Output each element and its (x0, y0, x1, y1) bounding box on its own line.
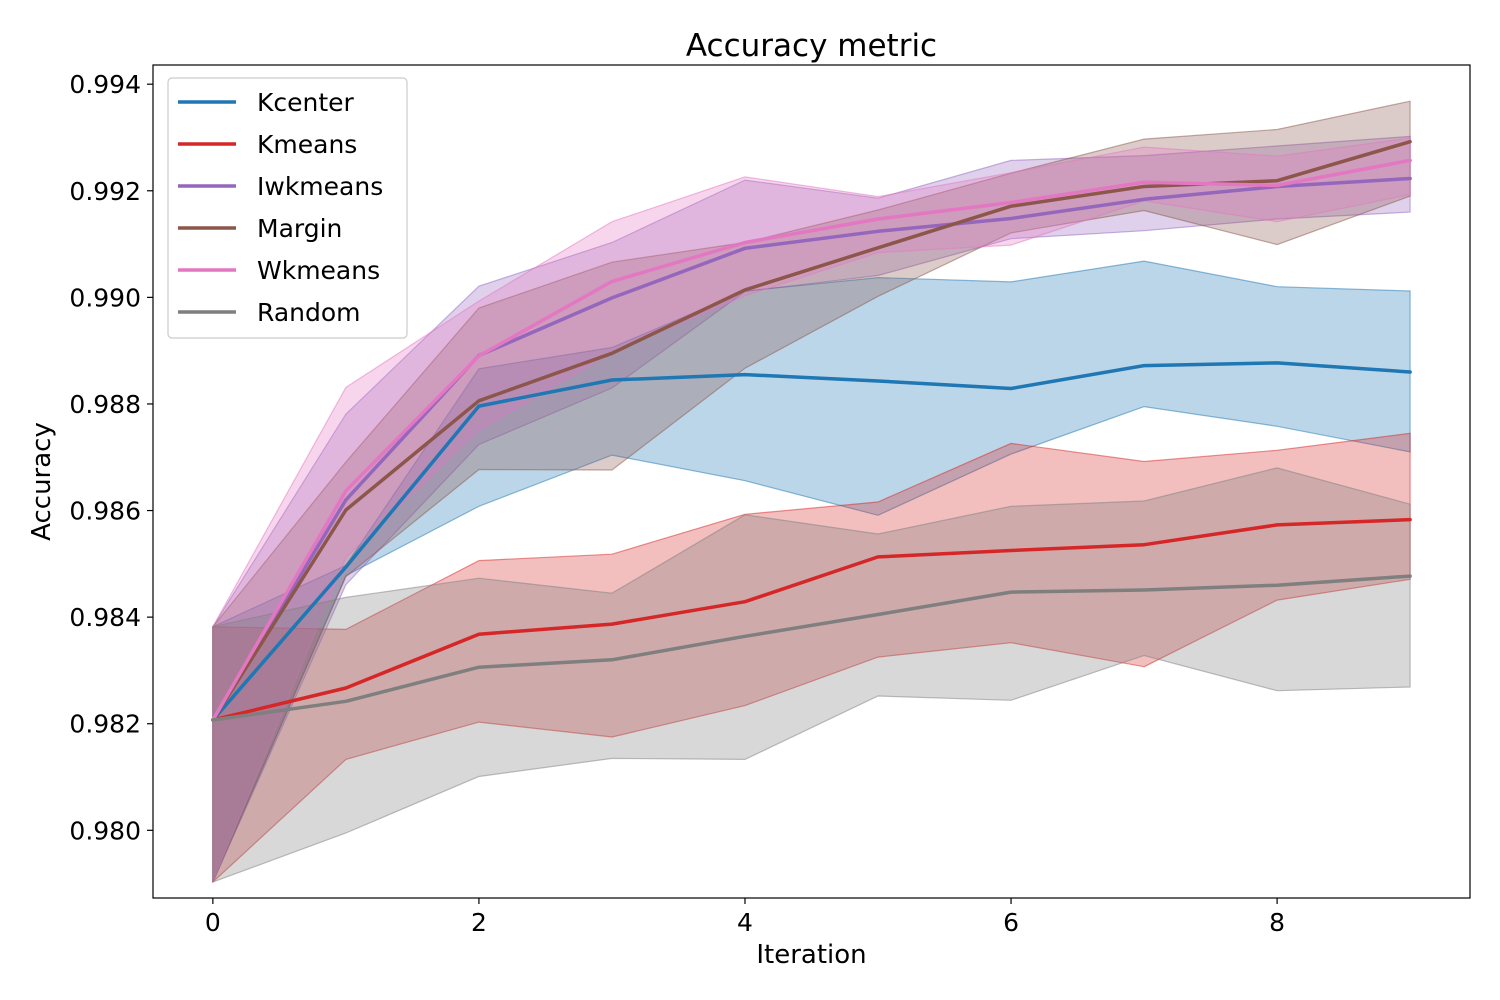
x-axis-label: Iteration (756, 940, 866, 970)
y-axis-ticks: 0.980 0.982 0.984 0.986 0.988 0.990 0.992 0.994 (69, 70, 153, 845)
legend-label-wkmeans: Wkmeans (257, 256, 380, 285)
y-tick-label: 0.986 (69, 497, 141, 526)
x-tick-label: 4 (737, 908, 753, 937)
legend: Kcenter Kmeans Iwkmeans Margin Wkmeans Random (167, 77, 408, 339)
series-lines (211, 139, 1412, 722)
line-kmeans (211, 517, 1412, 722)
legend-label-margin: Margin (257, 214, 342, 243)
y-tick-label: 0.990 (69, 283, 141, 312)
y-tick-label: 0.982 (69, 710, 141, 739)
line-iwkmeans (211, 176, 1412, 722)
y-axis-label: Accuracy (27, 422, 57, 541)
x-axis-ticks: 0 2 4 6 8 (205, 898, 1285, 937)
plot-frame (152, 64, 1471, 899)
legend-label-kcenter: Kcenter (257, 88, 355, 117)
band-wkmeans (212, 137, 1411, 883)
legend-label-random: Random (257, 298, 361, 327)
x-tick-label: 2 (471, 908, 487, 937)
band-margin (212, 100, 1411, 883)
line-wkmeans (211, 158, 1412, 722)
band-iwkmeans (212, 135, 1411, 883)
line-kcenter (211, 361, 1412, 722)
x-tick-label: 8 (1269, 908, 1285, 937)
legend-label-iwkmeans: Iwkmeans (257, 172, 383, 201)
band-random (212, 467, 1411, 883)
x-tick-label: 6 (1003, 908, 1019, 937)
legend-label-kmeans: Kmeans (257, 130, 357, 159)
x-tick-label: 0 (205, 908, 221, 937)
y-tick-label: 0.980 (69, 816, 141, 845)
y-tick-label: 0.992 (69, 177, 141, 206)
line-random (211, 574, 1412, 722)
y-tick-label: 0.988 (69, 390, 141, 419)
y-tick-label: 0.994 (69, 70, 141, 99)
y-tick-label: 0.984 (69, 603, 141, 632)
chart-title: Accuracy metric (686, 28, 937, 64)
